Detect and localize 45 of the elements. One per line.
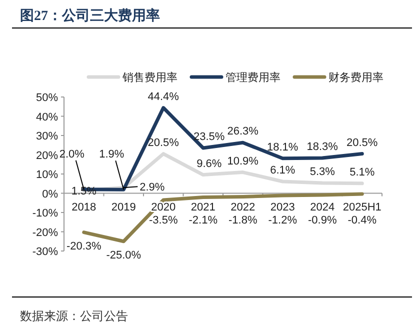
x-tick-label: 2021 bbox=[190, 201, 216, 214]
data-label: -0.4% bbox=[348, 214, 377, 226]
data-label: 2.0% bbox=[59, 148, 85, 160]
data-label: -1.2% bbox=[268, 214, 298, 226]
data-label: 9.6% bbox=[196, 158, 222, 170]
x-tick-label: 2018 bbox=[72, 201, 96, 214]
legend-label: 财务费用率 bbox=[328, 71, 384, 84]
data-label: 26.3% bbox=[227, 126, 259, 138]
y-tick-label: 0% bbox=[42, 188, 58, 200]
data-label: -0.9% bbox=[308, 214, 337, 226]
data-label: -2.1% bbox=[188, 214, 218, 226]
data-label: 10.9% bbox=[227, 155, 259, 168]
y-tick-label: 40% bbox=[36, 111, 58, 124]
y-tick-label: -20% bbox=[32, 226, 58, 239]
data-label: -1.8% bbox=[228, 214, 258, 226]
y-tick-label: -30% bbox=[32, 246, 58, 258]
data-label: 44.4% bbox=[148, 90, 180, 103]
data-label: 20.5% bbox=[148, 136, 180, 149]
data-label: 1.9% bbox=[99, 148, 124, 161]
data-label: 2.9% bbox=[140, 182, 165, 194]
data-label: 18.3% bbox=[306, 141, 338, 154]
data-label: 5.1% bbox=[350, 166, 375, 178]
data-label: -25.0% bbox=[106, 249, 142, 262]
x-tick-label: 2023 bbox=[270, 201, 295, 214]
data-label: -3.5% bbox=[149, 214, 178, 226]
y-tick-label: 10% bbox=[36, 169, 58, 181]
data-label: 20.5% bbox=[346, 136, 378, 149]
y-tick-label: -10% bbox=[32, 208, 58, 220]
data-label: -20.3% bbox=[66, 240, 102, 252]
x-tick-label: 2019 bbox=[111, 201, 136, 214]
data-label: 18.1% bbox=[267, 141, 298, 154]
y-tick-label: 50% bbox=[36, 92, 58, 104]
x-tick-label: 2025H1 bbox=[342, 201, 382, 214]
x-tick-label: 2024 bbox=[310, 201, 335, 214]
y-tick-label: 30% bbox=[36, 130, 58, 142]
data-label: 5.3% bbox=[310, 166, 336, 178]
legend-label: 销售费用率 bbox=[122, 71, 178, 84]
x-tick-label: 2022 bbox=[230, 201, 256, 214]
data-label: 1.5% bbox=[71, 185, 97, 198]
source-note: 数据来源：公司公告 bbox=[20, 309, 128, 323]
data-label: 23.5% bbox=[194, 131, 225, 144]
legend-label: 管理费用率 bbox=[226, 71, 280, 84]
data-label: 6.1% bbox=[270, 164, 296, 177]
chart-title: 图27：公司三大费用率 bbox=[20, 7, 160, 24]
y-tick-label: 20% bbox=[36, 150, 58, 162]
